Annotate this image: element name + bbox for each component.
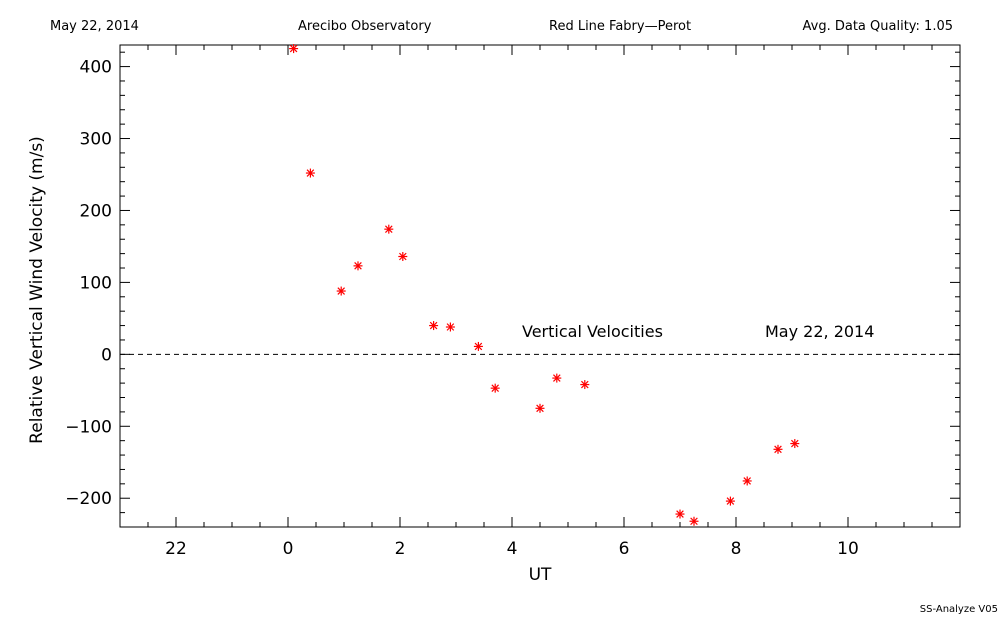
x-tick-label: 8 [731, 539, 742, 559]
annotation-vertical-velocities: Vertical Velocities [522, 322, 663, 341]
data-point [535, 403, 545, 413]
data-point [790, 439, 800, 449]
data-points [289, 44, 800, 526]
x-tick-label: 10 [837, 539, 859, 559]
data-point [675, 509, 685, 519]
data-point [473, 341, 483, 351]
y-tick-label: 400 [80, 58, 112, 78]
data-point-stroke [553, 374, 561, 382]
data-point [398, 252, 408, 262]
data-point-stroke [774, 445, 782, 454]
data-point-stroke [306, 169, 315, 177]
x-tick-label: 4 [507, 539, 518, 559]
data-point [773, 444, 783, 454]
y-tick-labels: −200 −100 0 100 200 300 400 [65, 58, 112, 510]
x-axis-label: UT [529, 565, 552, 585]
data-point-stroke [354, 262, 362, 270]
y-tick-label: 300 [80, 130, 112, 150]
data-point [689, 516, 699, 526]
x-tick-label: 22 [165, 539, 187, 559]
data-point [336, 286, 346, 296]
data-point-stroke [536, 404, 544, 413]
x-tick-label: 0 [283, 539, 294, 559]
data-point [384, 224, 394, 234]
y-tick-label: 200 [80, 201, 112, 221]
data-point-stroke [429, 321, 438, 330]
y-axis-label: Relative Vertical Wind Velocity (m/s) [27, 136, 47, 444]
data-point-stroke [676, 510, 684, 518]
data-point [353, 261, 363, 271]
data-point-stroke [581, 380, 589, 389]
header-instrument: Red Line Fabry—Perot [549, 19, 691, 34]
data-point [742, 476, 752, 486]
data-point-stroke [491, 384, 499, 392]
x-tick-labels: 22 0 2 4 6 8 10 [165, 539, 859, 559]
data-point [429, 321, 439, 331]
y-tick-label: −100 [65, 417, 112, 437]
data-point [305, 168, 315, 178]
x-tick-label: 6 [619, 539, 630, 559]
footer-software: SS-Analyze V05 [920, 604, 998, 615]
data-point [552, 373, 562, 383]
data-point-stroke [474, 342, 483, 351]
y-tick-label: 100 [80, 273, 112, 293]
data-point-stroke [385, 225, 393, 233]
axis-ticks [120, 45, 960, 528]
data-point-stroke [743, 477, 751, 485]
plot-frame [119, 44, 961, 528]
data-point-stroke [399, 252, 407, 261]
data-point-stroke [446, 323, 455, 331]
data-point-stroke [791, 439, 799, 448]
data-point-stroke [337, 287, 345, 295]
annotation-date: May 22, 2014 [765, 322, 874, 341]
header-observatory: Arecibo Observatory [298, 19, 432, 34]
y-tick-label: −200 [65, 489, 112, 509]
data-point [289, 44, 299, 54]
x-tick-label: 2 [395, 539, 406, 559]
data-point [490, 383, 500, 393]
data-point [725, 496, 735, 506]
data-point [445, 322, 455, 332]
data-point-stroke [726, 497, 735, 505]
data-point-stroke [289, 44, 298, 53]
y-tick-label: 0 [101, 345, 112, 365]
header-date: May 22, 2014 [50, 19, 139, 34]
header-quality: Avg. Data Quality: 1.05 [803, 19, 953, 34]
data-point-stroke [690, 517, 698, 526]
data-point [580, 380, 590, 390]
